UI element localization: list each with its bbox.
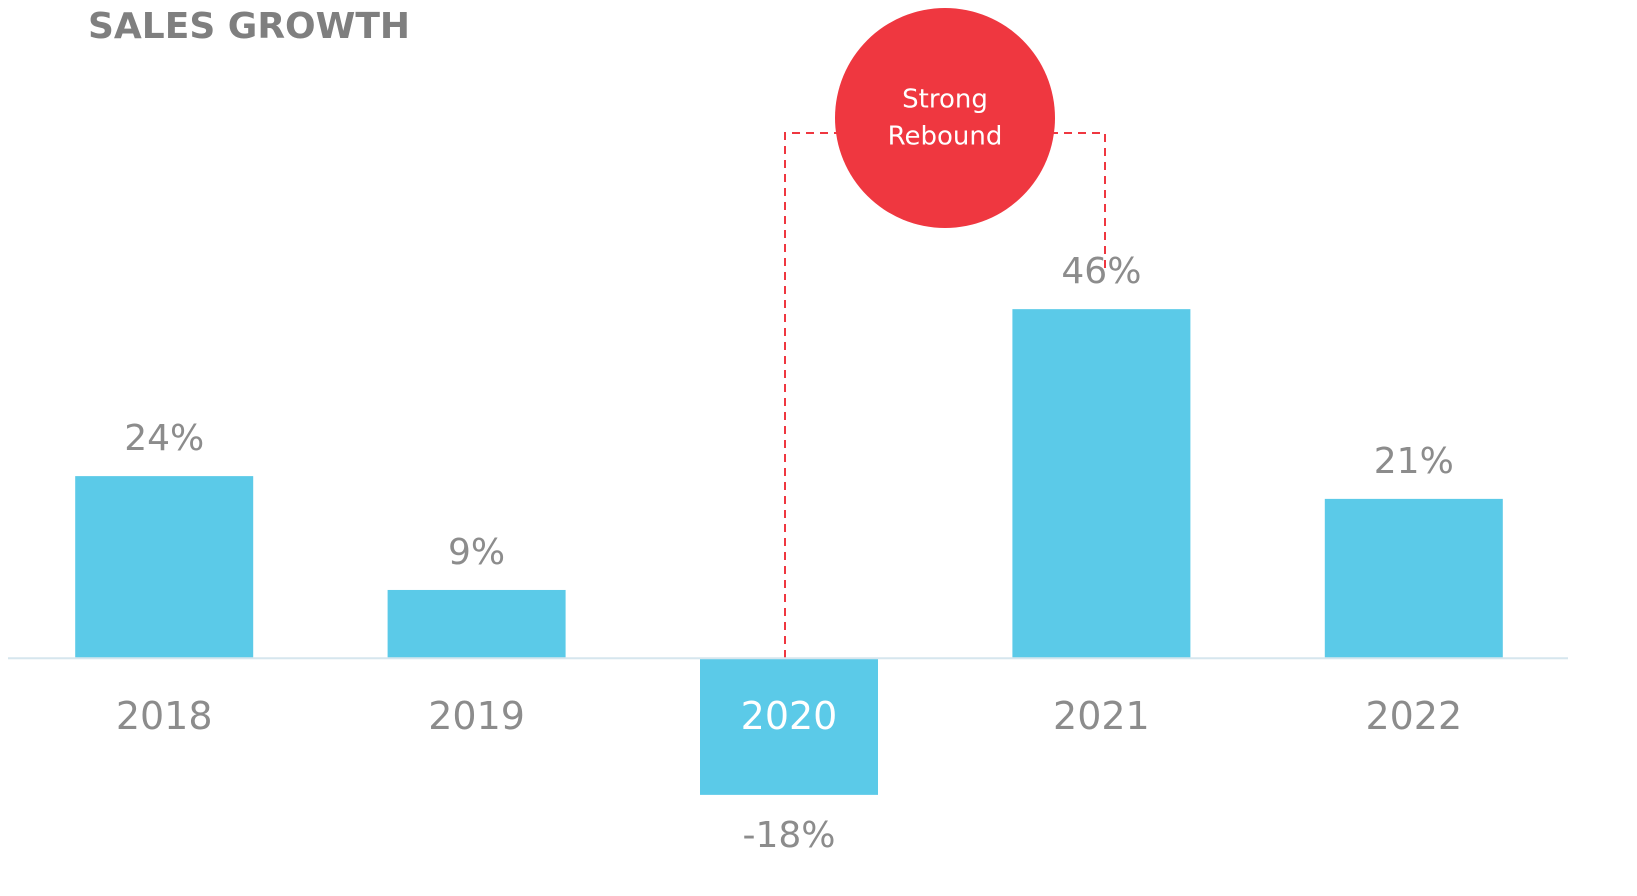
annotation-circle xyxy=(835,8,1055,228)
annotation-text: Strong xyxy=(902,85,988,115)
annotation: Strong Rebound xyxy=(784,8,1106,658)
bar xyxy=(1012,309,1191,659)
bar xyxy=(75,476,254,659)
bar xyxy=(700,658,878,795)
data-label: -18% xyxy=(742,815,835,856)
data-label: 9% xyxy=(448,532,505,573)
annotation-text: Rebound xyxy=(888,122,1003,152)
data-label: 46% xyxy=(1061,251,1141,292)
x-tick-label: 2022 xyxy=(1365,694,1462,738)
x-tick-label: 2019 xyxy=(428,694,525,738)
annotation-connector xyxy=(1050,132,1106,268)
annotation-connector xyxy=(784,132,840,658)
x-tick-label: 2020 xyxy=(741,694,838,738)
chart-title: SALES GROWTH xyxy=(88,6,410,47)
x-tick-label: 2018 xyxy=(116,694,213,738)
data-label: 21% xyxy=(1374,441,1454,482)
bar xyxy=(387,589,566,659)
data-label: 24% xyxy=(124,418,204,459)
x-tick-label: 2021 xyxy=(1053,694,1150,738)
bar xyxy=(1324,498,1503,659)
